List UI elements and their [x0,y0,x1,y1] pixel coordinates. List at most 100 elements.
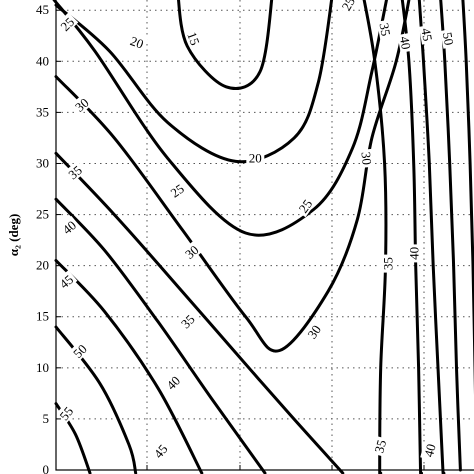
contour-label-25: 25 [165,179,189,202]
contour-label-background [380,254,395,273]
y-tick-label: 35 [36,104,49,119]
contour-label-background [70,93,93,116]
contour-label-text: 40 [421,442,439,458]
y-tick-label: 5 [43,411,50,426]
contour-label-35: 35 [380,254,396,273]
y-tick-label: 20 [36,258,49,273]
contour-label-45: 45 [149,439,172,463]
contour-label-background [370,435,389,457]
contour-label-text: 35 [381,257,396,270]
contour-label-text: 45 [151,441,171,461]
contour-label-text: 40 [397,35,414,50]
contour-label-background [377,19,395,40]
contour-label-background [55,12,79,36]
y-tick-label: 15 [36,309,49,324]
contour-label-40: 40 [397,32,415,53]
contour-label-20: 20 [126,32,148,52]
contour-label-30: 30 [302,320,325,343]
contour-line-35 [54,151,345,474]
contour-label-background [337,0,359,15]
contour-label-text: 20 [128,33,145,52]
contour-label-background [246,150,265,165]
contour-label-background [418,24,436,45]
contour-label-20: 20 [246,150,265,165]
contour-label-text: 45 [57,272,77,292]
contour-label-50: 50 [440,28,458,49]
contour-label-25: 25 [337,0,359,15]
contour-label-text: 35 [371,438,389,454]
contour-line-25 [52,0,388,237]
contour-label-text: 35 [377,22,394,37]
contour-label-text: 15 [184,30,203,47]
contour-label-background [420,439,439,461]
contour-line-40 [54,197,267,474]
contour-label-45: 45 [418,24,436,45]
contour-label-35: 35 [176,309,199,333]
contour-label-35: 35 [63,160,87,184]
y-axis-label: α₂ (deg) [6,214,21,257]
plot-frame [55,0,474,471]
contour-label-background [397,32,415,53]
contour-label-25: 25 [55,12,79,36]
contour-line-50 [439,0,462,472]
contour-label-background [126,32,148,52]
contour-label-text: 40 [407,247,422,260]
contour-label-text: 25 [168,181,187,201]
contour-label-background [184,27,204,50]
contour-label-text: 20 [249,150,262,165]
contour-label-background [161,371,185,394]
contour-label-45: 45 [54,270,78,293]
contour-label-background [359,148,375,168]
contour-label-40: 40 [406,244,422,263]
contour-line-30 [54,0,411,353]
contour-label-35: 35 [377,19,395,40]
y-tick-label: 30 [36,155,49,170]
contour-line-40 [400,0,423,474]
contour-line-45 [54,259,204,474]
contour-line-15 [177,0,274,90]
contour-label-background [54,270,78,293]
contour-label-35: 35 [370,435,389,457]
y-tick-label: 0 [43,462,50,474]
contour-label-background [180,240,203,263]
contour-label-text: 25 [57,14,77,34]
contour-label-text: 30 [182,242,202,262]
contour-label-40: 40 [420,439,439,461]
contour-level-labels: 1520202525252530303030353535353540404040… [54,0,458,463]
contour-label-background [63,160,87,184]
y-tick-label: 40 [36,53,49,68]
y-tick-label: 10 [36,360,49,375]
contour-label-background [176,309,199,333]
contour-lines [52,0,474,474]
y-tick-label: 45 [36,2,49,17]
contour-label-30: 30 [359,148,375,168]
contour-label-background [57,215,81,239]
contour-label-30: 30 [70,93,93,116]
y-tick-label: 25 [36,207,49,222]
contour-label-text: 35 [178,312,198,332]
contour-label-background [149,439,172,463]
contour-label-background [440,28,458,49]
contour-label-15: 15 [184,27,204,50]
contour-label-background [294,194,316,218]
contour-label-text: 50 [440,31,457,46]
contour-line-50 [54,325,138,474]
contour-label-background [406,244,421,263]
contour-line-35 [362,0,388,474]
contour-label-40: 40 [57,215,81,239]
contour-label-background [302,320,325,343]
contour-label-text: 45 [418,27,435,42]
contour-label-text: 25 [296,196,316,215]
contour-label-50: 50 [68,339,91,363]
contour-line-55 [461,0,474,396]
contour-line-45 [417,0,446,474]
contour-label-text: 40 [163,373,183,393]
contour-label-text: 25 [338,0,357,13]
contour-label-30: 30 [180,240,203,263]
contour-label-40: 40 [161,371,185,394]
contour-line-20 [54,0,334,164]
contour-label-background [165,179,189,202]
contour-label-text: 30 [359,151,375,165]
